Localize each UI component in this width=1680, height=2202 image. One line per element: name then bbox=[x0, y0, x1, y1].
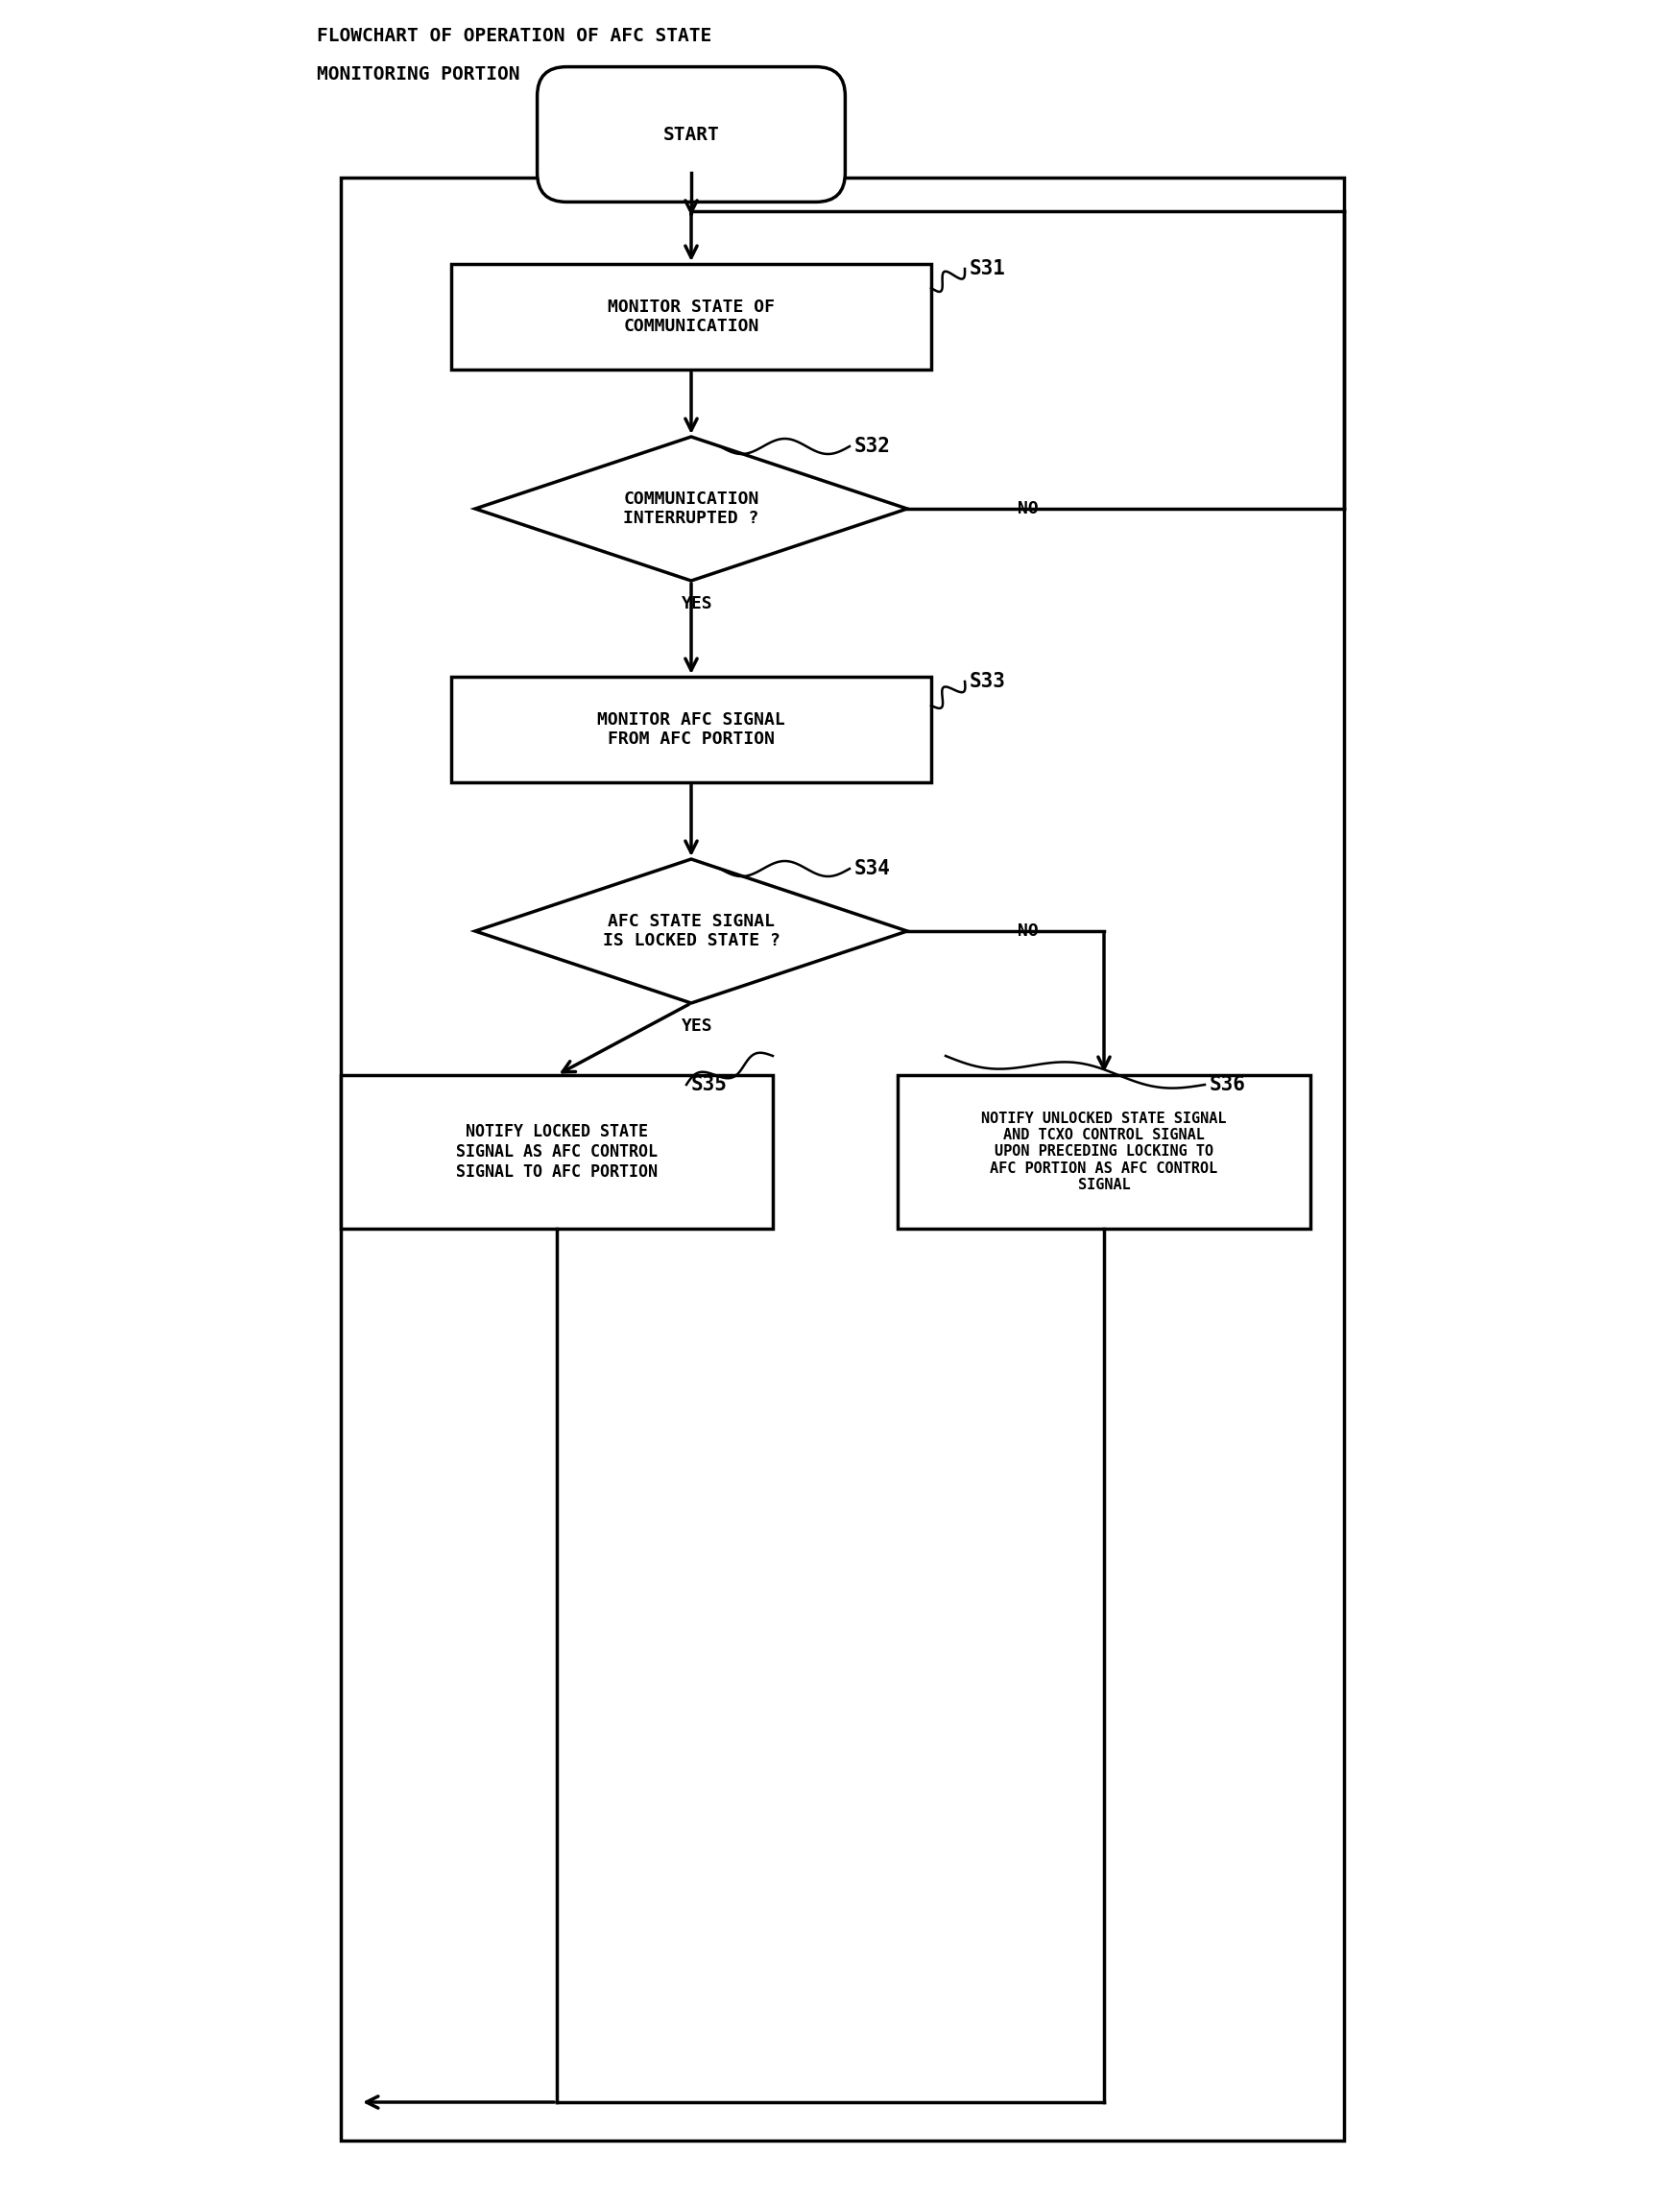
FancyBboxPatch shape bbox=[538, 66, 845, 203]
Polygon shape bbox=[475, 436, 907, 581]
Text: MONITORING PORTION: MONITORING PORTION bbox=[318, 66, 519, 84]
Text: NO: NO bbox=[1018, 500, 1038, 517]
Text: NOTIFY UNLOCKED STATE SIGNAL
AND TCXO CONTROL SIGNAL
UPON PRECEDING LOCKING TO
A: NOTIFY UNLOCKED STATE SIGNAL AND TCXO CO… bbox=[981, 1112, 1226, 1193]
Bar bbox=[341, 178, 1344, 2140]
Text: S35: S35 bbox=[690, 1075, 727, 1094]
Text: S33: S33 bbox=[969, 672, 1006, 691]
Bar bbox=[452, 676, 931, 782]
Bar bbox=[341, 1075, 773, 1229]
Text: NO: NO bbox=[1018, 923, 1038, 940]
Text: START: START bbox=[664, 126, 719, 143]
Text: MONITOR AFC SIGNAL
FROM AFC PORTION: MONITOR AFC SIGNAL FROM AFC PORTION bbox=[598, 711, 785, 749]
Text: S31: S31 bbox=[969, 260, 1006, 277]
Text: S36: S36 bbox=[1210, 1075, 1247, 1094]
Text: S34: S34 bbox=[855, 859, 890, 879]
Bar bbox=[452, 264, 931, 370]
Polygon shape bbox=[475, 859, 907, 1004]
Text: AFC STATE SIGNAL
IS LOCKED STATE ?: AFC STATE SIGNAL IS LOCKED STATE ? bbox=[603, 912, 780, 949]
Text: NOTIFY LOCKED STATE
SIGNAL AS AFC CONTROL
SIGNAL TO AFC PORTION: NOTIFY LOCKED STATE SIGNAL AS AFC CONTRO… bbox=[455, 1123, 657, 1180]
Text: COMMUNICATION
INTERRUPTED ?: COMMUNICATION INTERRUPTED ? bbox=[623, 491, 759, 526]
Text: YES: YES bbox=[682, 595, 712, 612]
Text: S32: S32 bbox=[855, 436, 890, 456]
Text: MONITOR STATE OF
COMMUNICATION: MONITOR STATE OF COMMUNICATION bbox=[608, 297, 774, 335]
Bar bbox=[897, 1075, 1310, 1229]
Text: YES: YES bbox=[682, 1017, 712, 1035]
Text: FLOWCHART OF OPERATION OF AFC STATE: FLOWCHART OF OPERATION OF AFC STATE bbox=[318, 26, 712, 44]
